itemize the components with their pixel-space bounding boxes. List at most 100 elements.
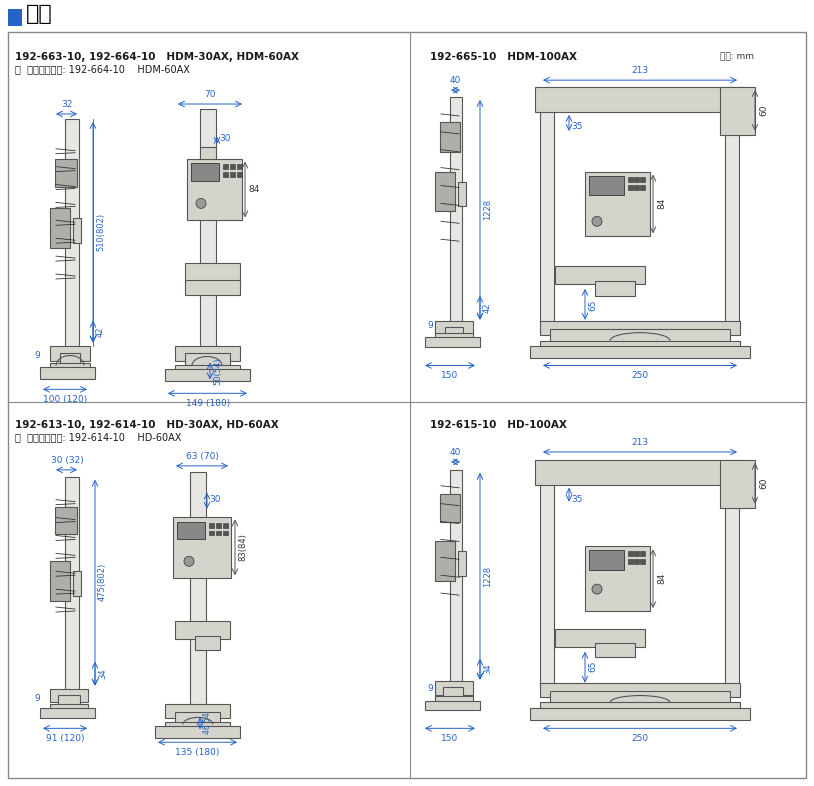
Bar <box>230 163 235 169</box>
Bar <box>634 552 639 556</box>
Bar <box>540 682 740 696</box>
Bar <box>435 542 455 581</box>
Text: 91 (120): 91 (120) <box>46 734 85 744</box>
Circle shape <box>592 216 602 226</box>
Bar <box>216 531 221 535</box>
Text: 84: 84 <box>248 185 260 194</box>
Bar <box>216 523 221 527</box>
Text: 35: 35 <box>571 123 583 131</box>
Bar <box>230 171 235 177</box>
Bar <box>425 700 480 711</box>
Text: 192-613-10, 192-614-10   HD-30AX, HD-60AX: 192-613-10, 192-614-10 HD-30AX, HD-60AX <box>15 421 278 430</box>
Bar <box>640 560 645 564</box>
Bar <box>530 708 750 721</box>
Bar <box>535 460 745 485</box>
Bar <box>725 107 739 325</box>
Bar <box>50 346 90 361</box>
Bar <box>540 107 554 325</box>
Text: 40: 40 <box>449 448 461 457</box>
Bar <box>40 368 95 380</box>
Bar <box>223 163 228 169</box>
Bar <box>634 560 639 564</box>
Text: 单位: mm: 单位: mm <box>720 53 754 61</box>
Text: 40: 40 <box>449 76 461 85</box>
Bar <box>628 177 633 182</box>
Bar <box>187 159 242 220</box>
Text: 100 (120): 100 (120) <box>43 395 87 404</box>
Bar <box>175 365 240 376</box>
Bar <box>555 266 645 284</box>
Bar <box>175 346 240 361</box>
Text: 84: 84 <box>657 572 666 584</box>
Circle shape <box>184 556 194 566</box>
Text: 42: 42 <box>483 303 492 313</box>
Bar <box>55 507 77 534</box>
Bar <box>435 332 473 340</box>
Bar <box>65 477 79 691</box>
Circle shape <box>196 198 206 208</box>
Text: （  ）内的尺寸是: 192-664-10    HDM-60AX: （ ）内的尺寸是: 192-664-10 HDM-60AX <box>15 64 190 74</box>
Text: 60: 60 <box>759 105 768 116</box>
Bar <box>185 263 240 283</box>
Bar <box>450 470 462 684</box>
Bar <box>458 552 466 576</box>
Text: （  ）内的尺寸是: 192-614-10    HD-60AX: （ ）内的尺寸是: 192-614-10 HD-60AX <box>15 432 182 442</box>
Bar <box>628 185 633 189</box>
Bar <box>443 687 463 704</box>
Bar <box>8 9 22 27</box>
Bar <box>585 171 650 237</box>
Text: 250: 250 <box>632 372 649 380</box>
Bar <box>450 97 462 325</box>
Text: 9: 9 <box>427 321 433 330</box>
Bar <box>191 163 219 181</box>
Bar <box>209 531 214 535</box>
Bar <box>40 708 95 718</box>
Bar <box>640 177 645 182</box>
Bar <box>628 552 633 556</box>
Text: 尺寸: 尺寸 <box>26 5 53 24</box>
Text: 32: 32 <box>61 100 72 109</box>
Bar <box>165 704 230 718</box>
Bar <box>550 691 730 708</box>
Bar <box>165 722 230 730</box>
Text: 150: 150 <box>441 372 458 380</box>
Bar <box>50 363 90 372</box>
Bar <box>540 703 740 712</box>
Bar <box>540 321 740 335</box>
Bar <box>223 171 228 177</box>
Bar <box>165 369 250 381</box>
Text: 9: 9 <box>34 351 40 360</box>
Bar <box>445 327 463 344</box>
Bar <box>720 87 755 135</box>
Text: 192-615-10   HD-100AX: 192-615-10 HD-100AX <box>430 421 567 430</box>
Text: 42: 42 <box>96 326 105 337</box>
Bar <box>555 629 645 647</box>
Bar <box>175 621 230 639</box>
Bar <box>209 523 214 527</box>
Bar <box>58 695 80 712</box>
Bar <box>640 185 645 189</box>
Bar <box>223 523 228 527</box>
Bar <box>634 185 639 189</box>
Text: 65: 65 <box>588 661 597 673</box>
Text: 30: 30 <box>219 134 230 143</box>
Bar <box>425 336 480 347</box>
Bar <box>440 494 460 522</box>
Bar <box>435 696 473 703</box>
Bar <box>50 689 88 703</box>
Text: 213: 213 <box>632 438 649 447</box>
Text: 63 (70): 63 (70) <box>186 452 218 461</box>
Bar <box>200 109 216 353</box>
Bar <box>595 643 635 657</box>
Text: 150: 150 <box>441 734 458 744</box>
Text: 149 (180): 149 (180) <box>186 399 230 408</box>
Text: 60: 60 <box>759 477 768 489</box>
Bar <box>50 561 70 601</box>
Bar <box>725 479 739 687</box>
Bar <box>530 346 750 358</box>
Text: 84: 84 <box>657 198 666 209</box>
Bar <box>628 560 633 564</box>
Bar <box>175 712 220 730</box>
Bar <box>65 119 79 347</box>
Text: 35: 35 <box>571 495 583 504</box>
